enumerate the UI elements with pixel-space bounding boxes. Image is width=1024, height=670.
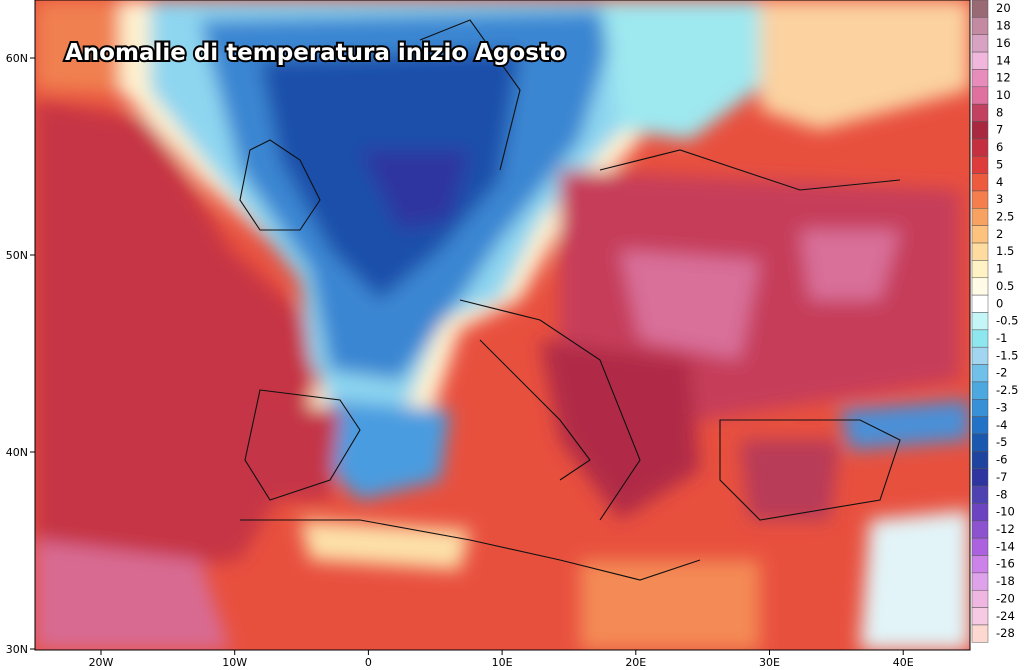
- colorbar-swatch: [971, 451, 989, 469]
- colorbar-swatch: [971, 329, 989, 348]
- colorbar-swatch: [971, 294, 989, 313]
- colorbar-swatch: [971, 121, 989, 140]
- lon-tick-label: 10W: [222, 656, 247, 669]
- colorbar-label: 4: [996, 175, 1003, 189]
- lat-tick-label: 30N: [6, 643, 28, 656]
- colorbar-swatch: [971, 225, 989, 244]
- colorbar-label: 1: [996, 262, 1003, 276]
- colorbar-swatch: [971, 17, 989, 35]
- colorbar-label: 0.5: [996, 279, 1014, 293]
- colorbar-label: 2.5: [996, 210, 1014, 224]
- lon-tick-label: 20E: [625, 656, 646, 669]
- colorbar: 20 18 16 14 12 10 8 7 6 5 4 3 2.5 2 1.5 1 0.5 0 -0.5 -1 -1.5…: [971, 0, 1018, 643]
- lon-tick-label: 0: [365, 656, 372, 669]
- colorbar-label: -5: [996, 435, 1007, 449]
- colorbar-swatch: [971, 485, 989, 504]
- colorbar-swatch: [971, 503, 989, 522]
- colorbar-label: -28: [996, 626, 1015, 640]
- lat-tick-label: 40N: [6, 446, 28, 459]
- colorbar-swatch: [971, 208, 989, 226]
- colorbar-label: -14: [996, 539, 1015, 553]
- colorbar-swatch: [971, 138, 989, 157]
- colorbar-swatch: [971, 260, 989, 279]
- colorbar-swatch: [971, 555, 989, 574]
- lon-tick-label: 20W: [89, 656, 114, 669]
- colorbar-swatch: [971, 0, 989, 18]
- colorbar-label: 20: [996, 1, 1011, 15]
- colorbar-swatch: [971, 155, 989, 174]
- lat-tick-label: 50N: [6, 249, 28, 262]
- colorbar-swatch: [971, 103, 989, 122]
- colorbar-swatch: [971, 86, 989, 105]
- colorbar-label: -12: [996, 522, 1015, 536]
- colorbar-swatch: [971, 624, 989, 643]
- colorbar-label: -1: [996, 331, 1007, 345]
- colorbar-swatch: [971, 399, 989, 417]
- colorbar-label: -24: [996, 609, 1015, 623]
- lon-tick-label: 30E: [759, 656, 780, 669]
- colorbar-swatch: [971, 69, 989, 88]
- lat-tick-label: 60N: [6, 52, 28, 65]
- colorbar-label: -4: [996, 418, 1007, 432]
- colorbar-swatch: [971, 433, 989, 452]
- colorbar-swatch: [971, 468, 989, 487]
- colorbar-swatch: [971, 520, 989, 539]
- colorbar-swatch: [971, 537, 989, 556]
- map-title: Anomalie di temperatura inizio Agosto: [65, 40, 566, 66]
- colorbar-label: 6: [996, 140, 1003, 154]
- colorbar-label: -8: [996, 487, 1007, 501]
- colorbar-label: -7: [996, 470, 1007, 484]
- anomaly-map: [35, 0, 970, 650]
- colorbar-swatch: [971, 589, 989, 608]
- colorbar-swatch: [971, 312, 989, 331]
- colorbar-label: 1.5: [996, 244, 1014, 258]
- colorbar-label: 18: [996, 19, 1011, 33]
- colorbar-swatch: [971, 190, 989, 209]
- colorbar-label: 7: [996, 123, 1003, 137]
- colorbar-label: 8: [996, 105, 1003, 119]
- colorbar-label: -1.5: [996, 348, 1018, 362]
- colorbar-label: -6: [996, 453, 1007, 467]
- colorbar-label: 3: [996, 192, 1003, 206]
- colorbar-label: -20: [996, 591, 1015, 605]
- colorbar-swatch: [971, 381, 989, 400]
- colorbar-swatch: [971, 173, 989, 192]
- lon-tick-label: 40E: [893, 656, 914, 669]
- colorbar-label: -0.5: [996, 314, 1018, 328]
- colorbar-label: -18: [996, 574, 1015, 588]
- colorbar-swatch: [971, 242, 989, 261]
- colorbar-swatch: [971, 346, 989, 365]
- colorbar-swatch: [971, 572, 989, 591]
- colorbar-label: 10: [996, 88, 1011, 102]
- colorbar-label: 14: [996, 53, 1011, 67]
- colorbar-label: 0: [996, 296, 1003, 310]
- colorbar-swatch: [971, 364, 989, 383]
- lon-tick-label: 10E: [492, 656, 513, 669]
- colorbar-label: 5: [996, 157, 1003, 171]
- colorbar-label: -3: [996, 400, 1007, 414]
- colorbar-swatch: [971, 277, 989, 296]
- axes: 60N 50N 40N 30N 20W 10W 0 10E 20E 30E 40E: [6, 52, 914, 669]
- colorbar-swatch: [971, 51, 989, 70]
- colorbar-label: 2: [996, 227, 1003, 241]
- colorbar-swatch: [971, 34, 989, 53]
- colorbar-label: 16: [996, 36, 1011, 50]
- colorbar-label: -16: [996, 557, 1015, 571]
- colorbar-swatch: [971, 416, 989, 435]
- colorbar-swatch: [971, 607, 989, 626]
- colorbar-label: -10: [996, 505, 1015, 519]
- colorbar-label: 12: [996, 71, 1011, 85]
- colorbar-label: -2.5: [996, 383, 1018, 397]
- colorbar-label: -2: [996, 366, 1007, 380]
